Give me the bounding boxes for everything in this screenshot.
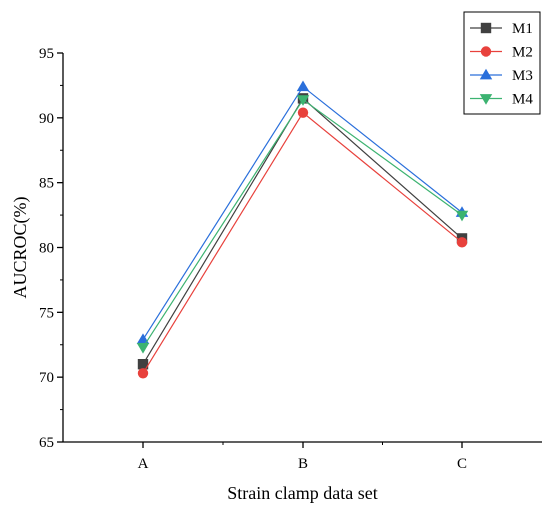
series-line-m3 [142, 85, 463, 340]
series-m1 [137, 93, 468, 370]
x-tick-label: C [457, 456, 467, 472]
y-tick-label: 85 [39, 176, 54, 192]
y-tick-label: 70 [39, 370, 54, 386]
series-line-m4 [142, 98, 463, 348]
data-point-m2-b [297, 107, 309, 118]
x-tick-label: A [138, 456, 149, 472]
x-tick-label: B [298, 456, 308, 472]
legend-label-m4: M4 [512, 92, 533, 108]
series-line-m2 [142, 111, 463, 374]
data-point-m3-b [296, 80, 310, 92]
data-point-m4-a [136, 342, 150, 354]
data-point-m3-a [136, 333, 150, 344]
series-line-m1 [142, 97, 463, 365]
y-tick-label: 90 [39, 111, 54, 127]
data-point-m4-c [455, 210, 469, 222]
x-axis-title: Strain clamp data set [227, 483, 377, 503]
data-point-m1-a [137, 359, 149, 370]
legend-marker-m2 [480, 46, 492, 57]
axes: 65 70 75 80 85 90 95 A B C [39, 46, 542, 472]
y-axis-title: AUCROC(%) [10, 196, 31, 298]
legend-box [463, 11, 541, 115]
legend-label-m3: M3 [512, 68, 533, 84]
legend-marker-m1 [480, 22, 492, 34]
legend-marker-m3 [479, 68, 493, 80]
legend-label-m1: M1 [512, 21, 533, 37]
series-m3 [136, 80, 469, 344]
data-point-m2-c [456, 237, 468, 248]
y-tick-label: 80 [39, 241, 54, 257]
legend-marker-m4 [479, 94, 493, 105]
legend-label-m2: M2 [512, 45, 533, 61]
series-m2 [137, 107, 468, 379]
y-tick-label: 75 [39, 305, 54, 321]
data-point-m4-b [296, 95, 310, 106]
data-point-m2-a [137, 368, 149, 379]
y-tick-label: 95 [39, 46, 54, 62]
series-m4 [136, 95, 469, 354]
series-layer [136, 80, 469, 379]
legend: M1 M2 M3 M4 [463, 11, 541, 115]
y-tick-label: 65 [39, 435, 54, 451]
